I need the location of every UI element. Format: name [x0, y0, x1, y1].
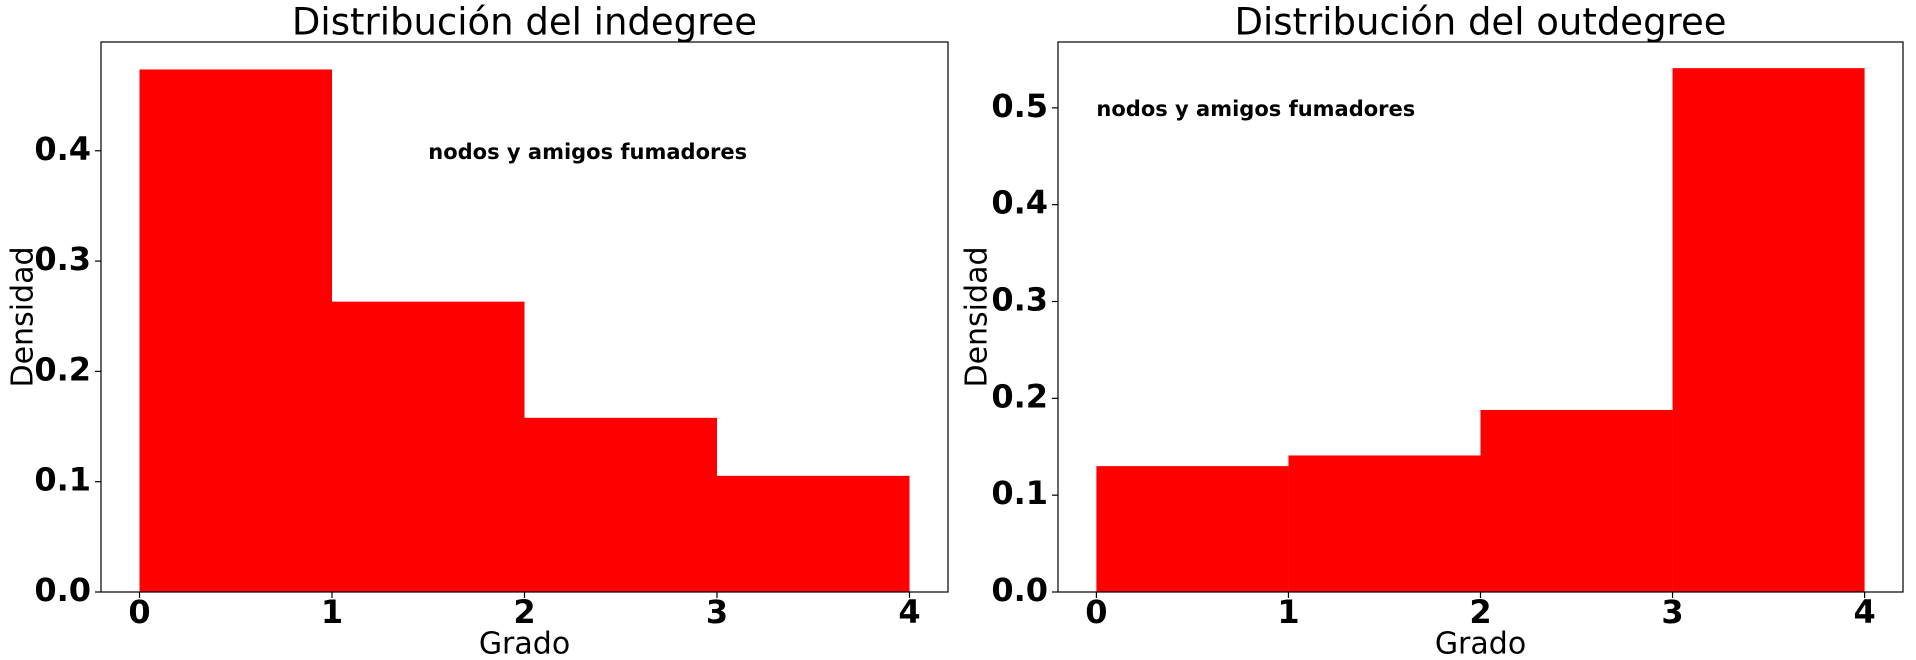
y-tick-label: 0.0: [991, 571, 1048, 609]
y-axis-label: Densidad: [960, 246, 995, 387]
x-tick-label: 4: [1853, 593, 1875, 631]
y-tick-label: 0.4: [34, 130, 91, 168]
x-tick-label: 2: [1469, 593, 1491, 631]
bar: [1480, 409, 1673, 592]
chart-title: Distribución del outdegree: [1234, 1, 1726, 44]
y-tick-label: 0.5: [991, 87, 1048, 125]
bar: [1288, 455, 1481, 592]
y-tick-label: 0.1: [991, 474, 1048, 512]
annotation: nodos y amigos fumadores: [1096, 97, 1415, 121]
y-axis-label: Densidad: [6, 246, 41, 387]
x-tick-label: 3: [1661, 593, 1683, 631]
x-tick-label: 1: [321, 593, 343, 631]
y-tick-label: 0.2: [34, 350, 91, 388]
y-tick-label: 0.3: [34, 240, 91, 278]
bar: [139, 69, 332, 592]
bar: [1096, 466, 1289, 592]
x-tick-label: 3: [706, 593, 728, 631]
bar: [332, 301, 525, 592]
y-tick-label: 0.3: [991, 281, 1048, 319]
x-axis-label: Grado: [479, 627, 570, 660]
annotation: nodos y amigos fumadores: [428, 140, 747, 164]
x-axis-label: Grado: [1435, 627, 1526, 660]
bar: [717, 475, 910, 592]
y-tick-label: 0.4: [991, 184, 1048, 222]
bar: [1672, 68, 1865, 593]
x-tick-label: 0: [128, 593, 150, 631]
bar: [524, 417, 717, 592]
x-tick-label: 4: [898, 593, 920, 631]
y-tick-label: 0.0: [34, 571, 91, 609]
chart-title: Distribución del indegree: [292, 1, 757, 44]
x-tick-label: 0: [1085, 593, 1107, 631]
x-tick-label: 1: [1277, 593, 1299, 631]
x-tick-label: 2: [513, 593, 535, 631]
y-tick-label: 0.1: [34, 461, 91, 499]
y-tick-label: 0.2: [991, 377, 1048, 415]
